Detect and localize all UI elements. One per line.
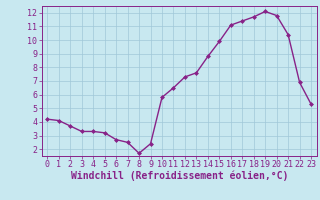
X-axis label: Windchill (Refroidissement éolien,°C): Windchill (Refroidissement éolien,°C) <box>70 171 288 181</box>
